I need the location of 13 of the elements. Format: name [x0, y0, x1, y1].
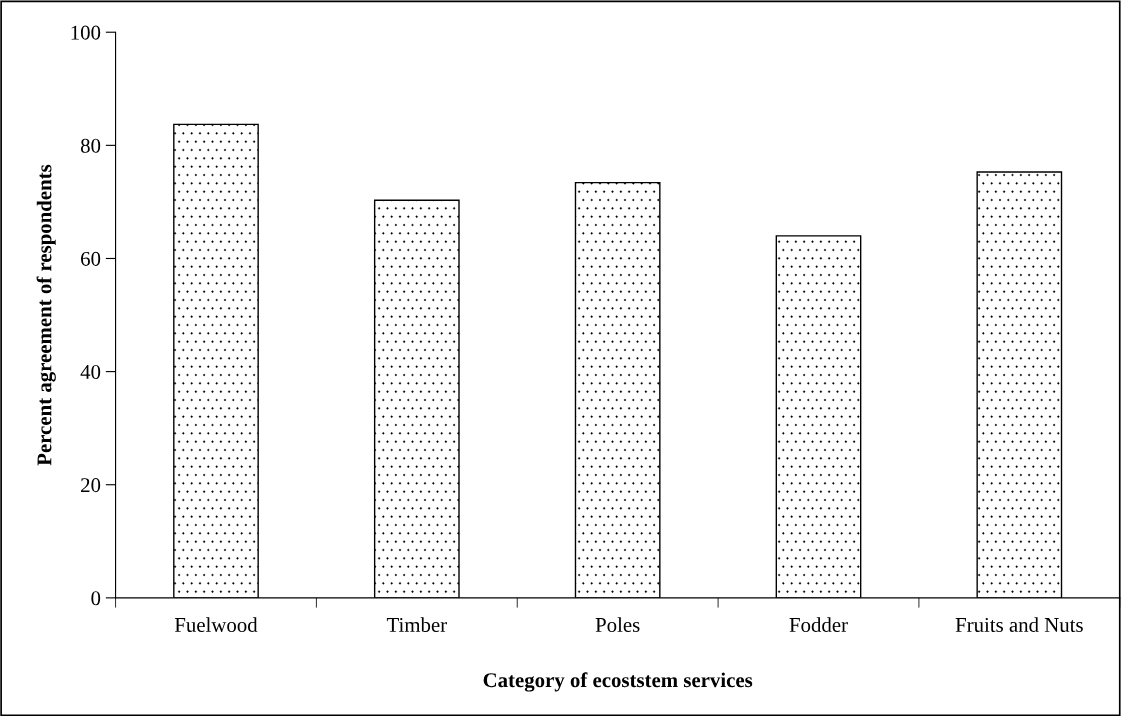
x-tick-label: Poles [595, 617, 640, 632]
y-tick-label: 0 [91, 591, 101, 606]
y-tick-label: 100 [71, 25, 101, 40]
y-tick-label: 60 [81, 251, 101, 266]
x-tick-label: Fuelwood [174, 617, 258, 632]
x-tick-label: Fodder [789, 617, 848, 632]
x-tick-label: Fruits and Nuts [955, 617, 1083, 632]
y-tick-label: 20 [81, 478, 101, 493]
y-axis-title: Percent agreement of respondents [36, 164, 56, 466]
y-tick-label: 40 [80, 364, 101, 380]
y-tick-label: 80 [80, 138, 101, 153]
x-axis-title: Category of ecoststem services [483, 672, 753, 692]
x-tick-label: Timber [386, 617, 447, 632]
